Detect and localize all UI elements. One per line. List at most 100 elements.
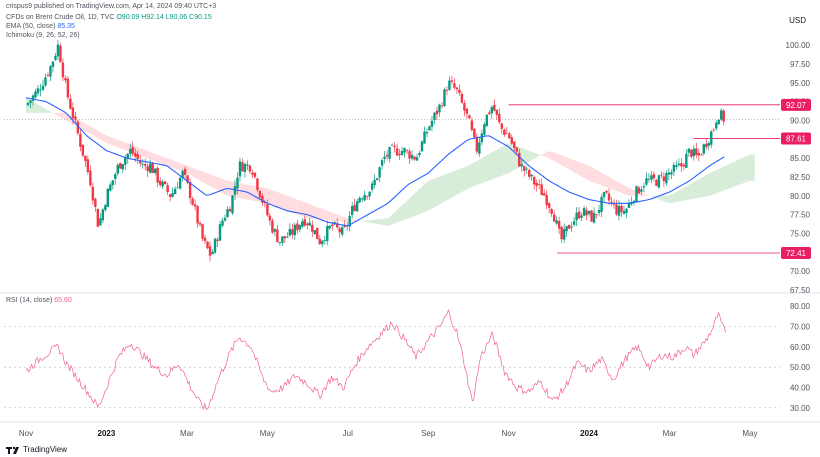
candle-up xyxy=(640,189,643,192)
candle-up xyxy=(490,107,494,114)
candle-up xyxy=(672,164,676,172)
ichimoku-cloud-segment xyxy=(185,165,191,175)
candle-down xyxy=(64,77,67,81)
time-axis-tick: May xyxy=(742,429,757,438)
candle-down xyxy=(84,155,87,162)
candle-up xyxy=(178,177,182,189)
candle-up xyxy=(44,77,47,86)
candle-up xyxy=(720,110,723,120)
ichimoku-legend[interactable]: Ichimoku (9, 26, 52, 26) xyxy=(6,32,80,39)
ichimoku-cloud-segment xyxy=(79,120,84,131)
ichimoku-cloud-segment xyxy=(735,158,741,187)
candle-down xyxy=(318,238,321,245)
candle-up xyxy=(326,226,329,242)
ichimoku-cloud-segment xyxy=(392,209,398,225)
ichimoku-cloud-segment xyxy=(498,145,504,177)
candle-up xyxy=(141,163,144,165)
ichimoku-cloud-segment xyxy=(479,156,485,185)
candle-down xyxy=(89,170,92,186)
ichimoku-cloud-segment xyxy=(397,204,403,223)
candle-down xyxy=(405,150,409,152)
candle-up xyxy=(231,195,234,214)
candle-up xyxy=(41,85,45,90)
ichimoku-cloud-segment xyxy=(26,97,31,113)
ichimoku-cloud-segment xyxy=(687,183,693,201)
publish-info: crispus9 published on TradingView.com, A… xyxy=(6,3,217,10)
ichimoku-cloud-segment xyxy=(334,213,340,222)
candle-down xyxy=(79,133,82,147)
candle-down xyxy=(610,201,613,203)
candle-down xyxy=(296,223,299,231)
candle-down xyxy=(542,193,546,196)
candle-up xyxy=(176,187,179,189)
candle-up xyxy=(218,224,222,241)
ichimoku-cloud-segment xyxy=(445,172,451,201)
ichimoku-cloud-segment xyxy=(267,188,273,206)
ichimoku-cloud-segment xyxy=(291,197,297,215)
price-tag xyxy=(781,132,811,145)
candle-up xyxy=(530,174,533,177)
ichimoku-cloud-segment xyxy=(190,166,195,178)
candle-down xyxy=(453,83,456,88)
ichimoku-cloud-segment xyxy=(156,154,162,164)
ichimoku-cloud-segment xyxy=(296,199,302,216)
candle-up xyxy=(645,178,648,185)
ichimoku-cloud-segment xyxy=(301,200,306,218)
ichimoku-cloud-segment xyxy=(547,151,553,160)
candle-down xyxy=(612,203,616,205)
tradingview-logo-icon xyxy=(6,446,19,454)
candle-up xyxy=(223,217,227,221)
candle-up xyxy=(54,55,57,60)
ichimoku-cloud-segment xyxy=(619,182,625,194)
candle-up xyxy=(348,216,351,227)
candle-up xyxy=(650,175,653,180)
price-tag xyxy=(781,98,811,111)
candle-down xyxy=(336,223,339,228)
candle-down xyxy=(156,167,159,183)
ichimoku-cloud-segment xyxy=(672,191,678,203)
candle-up xyxy=(710,131,713,145)
ichimoku-cloud-segment xyxy=(286,195,292,213)
ema-legend[interactable]: EMA (50, close) 85.35 xyxy=(6,23,75,30)
candle-up xyxy=(600,197,603,212)
candle-down xyxy=(74,116,77,120)
candle-down xyxy=(338,228,341,233)
ichimoku-cloud-segment xyxy=(262,187,268,204)
candle-down xyxy=(203,237,207,242)
ichimoku-cloud-segment xyxy=(383,218,388,226)
candle-down xyxy=(385,154,389,157)
candle-up xyxy=(281,236,284,243)
ichimoku-cloud-segment xyxy=(103,133,109,144)
candle-up xyxy=(121,164,124,170)
ichimoku-cloud-segment xyxy=(663,195,668,203)
candle-up xyxy=(403,148,406,153)
tradingview-footer[interactable]: TradingView xyxy=(6,445,67,454)
candle-up xyxy=(273,229,277,232)
price-tag-label: 87.61 xyxy=(786,134,807,143)
candle-up xyxy=(592,212,596,223)
time-axis-tick: Sep xyxy=(421,429,436,438)
candle-down xyxy=(186,175,189,183)
candle-down xyxy=(550,208,553,214)
candle-down xyxy=(577,211,581,219)
candle-up xyxy=(293,224,297,236)
candle-up xyxy=(246,164,249,166)
ichimoku-cloud-segment xyxy=(363,220,369,223)
ichimoku-cloud-segment xyxy=(368,219,374,224)
time-axis-tick: 2024 xyxy=(580,429,598,438)
candle-down xyxy=(166,185,169,193)
ichimoku-cloud-segment xyxy=(450,170,456,199)
ichimoku-cloud-segment xyxy=(614,180,620,193)
rsi-legend[interactable]: RSI (14, close) 65.60 xyxy=(6,297,72,304)
candle-down xyxy=(690,149,693,157)
candle-down xyxy=(331,224,334,227)
candle-down xyxy=(455,87,459,90)
candle-down xyxy=(261,196,264,203)
candle-up xyxy=(298,224,302,230)
price-axis-tick: 97.50 xyxy=(790,60,811,69)
candle-down xyxy=(503,129,506,135)
ichimoku-cloud-segment xyxy=(692,180,697,200)
ichimoku-cloud-segment xyxy=(170,159,176,169)
candle-up xyxy=(129,149,132,154)
ichimoku-cloud-segment xyxy=(542,151,548,158)
